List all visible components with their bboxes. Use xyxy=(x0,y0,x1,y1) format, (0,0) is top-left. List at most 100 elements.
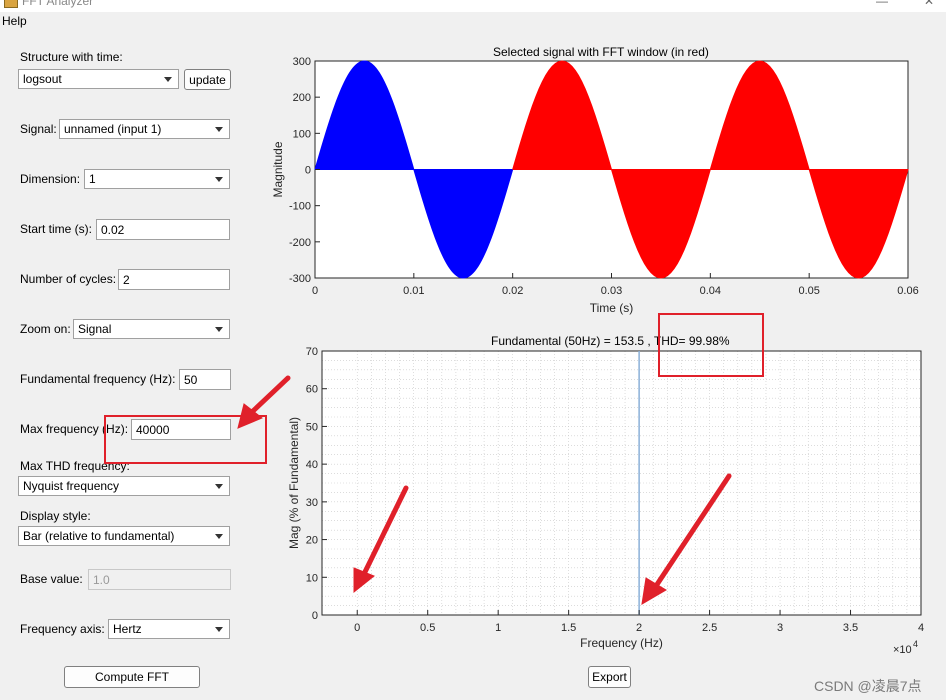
fft-plot-area: 0 0.5 1 1.5 2 2.5 3 3.5 4010203040506070Frequenc… xyxy=(287,346,924,656)
x-tick-label: 0.06 xyxy=(897,285,918,297)
structure-dropdown[interactable]: logsout xyxy=(18,69,179,89)
display-style-dropdown[interactable]: Bar (relative to fundamental) xyxy=(18,526,230,546)
y-tick-label: -200 xyxy=(289,237,311,249)
x-axis-multiplier-exponent: 4 xyxy=(913,639,918,649)
x-tick-label: 0.04 xyxy=(700,285,721,297)
x-tick-label: 2 xyxy=(636,622,642,634)
cycles-value: 2 xyxy=(123,273,130,287)
menu-help[interactable]: Help xyxy=(2,14,27,28)
fft-plot-axes-box xyxy=(321,350,922,616)
y-tick-label: 10 xyxy=(306,572,318,584)
max-freq-input[interactable]: 40000 xyxy=(131,419,231,440)
x-tick-label: 0.05 xyxy=(798,285,819,297)
zoom-dropdown[interactable]: Signal xyxy=(73,319,230,339)
max-thd-label: Max THD frequency: xyxy=(20,459,130,473)
minimize-icon[interactable]: — xyxy=(876,0,888,8)
chevron-down-icon xyxy=(215,484,223,489)
chevron-down-icon xyxy=(215,177,223,182)
x-tick-label: 0.02 xyxy=(502,285,523,297)
y-axis-label: Mag (% of Fundamental) xyxy=(287,417,301,549)
zoom-label: Zoom on: xyxy=(20,322,71,336)
y-tick-label: -300 xyxy=(289,273,311,285)
x-tick-label: 0 xyxy=(312,285,318,297)
chevron-down-icon xyxy=(215,627,223,632)
chevron-down-icon xyxy=(215,127,223,132)
signal-value: unnamed (input 1) xyxy=(64,122,162,136)
signal-dropdown[interactable]: unnamed (input 1) xyxy=(59,119,230,139)
display-style-value: Bar (relative to fundamental) xyxy=(23,529,175,543)
x-tick-label: 0.01 xyxy=(403,285,424,297)
compute-fft-button[interactable]: Compute FFT xyxy=(64,666,200,688)
app-icon xyxy=(4,0,18,8)
x-tick-label: 2.5 xyxy=(702,622,717,634)
base-value-value: 1.0 xyxy=(93,573,110,587)
chevron-down-icon xyxy=(215,534,223,539)
y-tick-label: 50 xyxy=(306,421,318,433)
fund-freq-label: Fundamental frequency (Hz): xyxy=(20,372,176,386)
time-plot-area: 0 0.01 0.02 0.03 0.04 0.05 0.06 300 200 100 0 -100 -… xyxy=(271,56,919,315)
structure-label: Structure with time: xyxy=(20,50,123,64)
cycles-input[interactable]: 2 xyxy=(118,269,230,290)
x-tick-label: 3.5 xyxy=(843,622,858,634)
max-freq-label: Max frequency (Hz): xyxy=(20,422,129,436)
window-title-bar: FFT Analyzer — ✕ xyxy=(0,0,946,12)
chevron-down-icon xyxy=(215,327,223,332)
signal-series-0 xyxy=(314,60,514,279)
x-tick-label: 1.5 xyxy=(561,622,576,634)
x-tick-label: 0.5 xyxy=(420,622,435,634)
dimension-value: 1 xyxy=(89,172,96,186)
y-tick-label: 40 xyxy=(306,459,318,471)
freq-axis-dropdown[interactable]: Hertz xyxy=(108,619,230,639)
zoom-value: Signal xyxy=(78,322,112,336)
start-time-value: 0.02 xyxy=(101,223,125,237)
y-tick-label: 60 xyxy=(306,384,318,396)
export-button[interactable]: Export xyxy=(588,666,631,688)
structure-value: logsout xyxy=(23,72,62,86)
x-tick-label: 0.03 xyxy=(601,285,622,297)
base-value-label: Base value: xyxy=(20,572,83,586)
time-plot-title: Selected signal with FFT window (in red) xyxy=(493,45,709,59)
arrow-head-icon xyxy=(237,403,263,429)
watermark: CSDN @凌晨7点 xyxy=(814,678,922,694)
y-tick-label: 30 xyxy=(306,497,318,509)
y-tick-label: 0 xyxy=(305,165,311,177)
window-title: FFT Analyzer xyxy=(22,0,94,8)
signal-series-1 xyxy=(512,60,909,279)
dimension-dropdown[interactable]: 1 xyxy=(84,169,230,189)
x-axis-multiplier: ×10 xyxy=(893,644,912,656)
start-time-label: Start time (s): xyxy=(20,222,93,236)
close-icon[interactable]: ✕ xyxy=(924,0,935,8)
x-tick-label: 4 xyxy=(918,622,924,634)
y-tick-label: 100 xyxy=(293,128,311,140)
y-tick-label: 70 xyxy=(306,346,318,358)
x-tick-label: 1 xyxy=(495,622,501,634)
y-axis-label: Magnitude xyxy=(271,141,285,197)
y-tick-label: 200 xyxy=(293,92,311,104)
y-tick-label: 20 xyxy=(306,535,318,547)
y-tick-label: 0 xyxy=(312,610,318,622)
x-axis-label: Frequency (Hz) xyxy=(580,636,663,650)
start-time-input[interactable]: 0.02 xyxy=(96,219,230,240)
menu-bar: Help xyxy=(0,12,946,32)
cycles-label: Number of cycles: xyxy=(20,272,117,286)
signal-label: Signal: xyxy=(20,122,57,136)
dimension-label: Dimension: xyxy=(20,172,81,186)
freq-axis-label: Frequency axis: xyxy=(20,622,105,636)
x-tick-label: 3 xyxy=(777,622,783,634)
fund-freq-input[interactable]: 50 xyxy=(179,369,231,390)
x-axis-label: Time (s) xyxy=(590,301,634,315)
base-value-input: 1.0 xyxy=(88,569,231,590)
max-thd-value: Nyquist frequency xyxy=(23,479,120,493)
chevron-down-icon xyxy=(164,77,172,82)
update-button[interactable]: update xyxy=(184,69,231,90)
display-style-label: Display style: xyxy=(20,509,91,523)
fft-plot-background xyxy=(322,351,921,615)
y-tick-label: -100 xyxy=(289,201,311,213)
max-thd-dropdown[interactable]: Nyquist frequency xyxy=(18,476,230,496)
max-freq-value: 40000 xyxy=(136,423,170,437)
fft-plot: 0 0.5 1 1.5 2 2.5 3 3.5 4010203040506070Frequenc… xyxy=(287,346,924,656)
fund-freq-value: 50 xyxy=(184,373,198,387)
y-tick-label: 300 xyxy=(293,56,311,68)
time-plot: 0 0.01 0.02 0.03 0.04 0.05 0.06 300 200 100 0 -100 -… xyxy=(271,56,919,315)
freq-axis-value: Hertz xyxy=(113,622,142,636)
